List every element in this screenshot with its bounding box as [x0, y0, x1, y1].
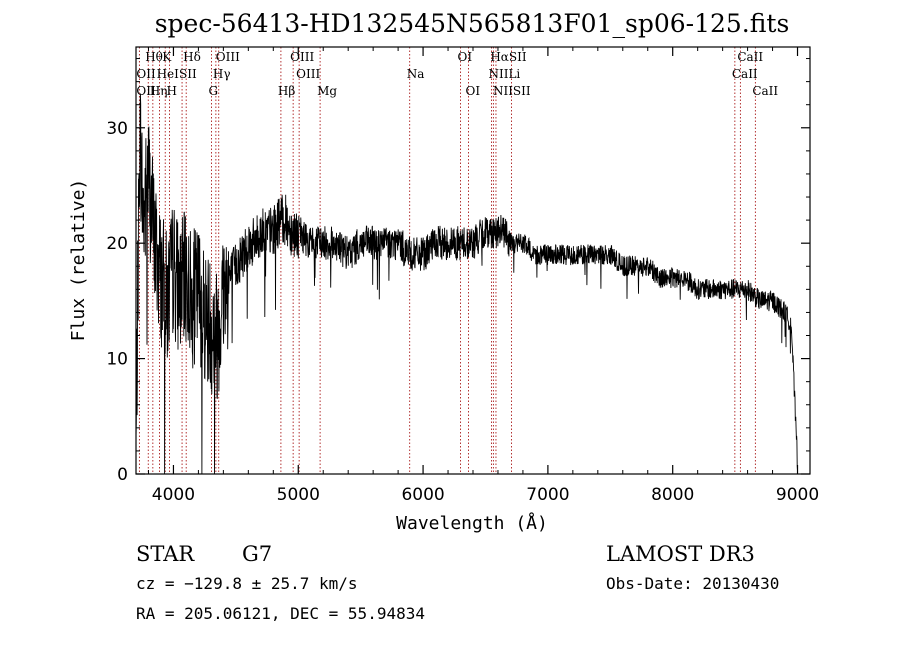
x-tick-label: 9000 — [776, 485, 819, 505]
coordinates: RA = 205.06121, DEC = 55.94834 — [136, 604, 425, 623]
y-tick-label: 30 — [106, 119, 128, 139]
x-tick-label: 6000 — [401, 485, 444, 505]
line-label: HeI — [157, 67, 180, 81]
line-label: NIISII — [493, 84, 531, 98]
x-axis-ticks: 4000 5000 6000 7000 8000 9000 — [147, 47, 819, 505]
line-label: H — [166, 84, 176, 98]
line-label: OIII — [290, 50, 314, 64]
y-axis-ticks: 0 10 20 30 — [106, 58, 810, 485]
line-label: CaII — [752, 84, 778, 98]
x-axis-label: Wavelength (Å) — [396, 512, 548, 534]
line-label: Na — [407, 67, 425, 81]
spectrum-series — [135, 93, 798, 475]
line-label: OI — [458, 50, 473, 64]
x-tick-label: 8000 — [651, 485, 694, 505]
y-tick-label: 0 — [117, 465, 128, 485]
x-tick-label: 7000 — [526, 485, 569, 505]
y-tick-label: 10 — [106, 350, 128, 370]
line-label: HαSII — [490, 50, 527, 64]
line-label: OII — [136, 84, 156, 98]
line-label: G — [209, 84, 219, 98]
x-tick-label: 5000 — [277, 485, 320, 505]
survey-name: LAMOST DR3 — [606, 542, 755, 566]
redshift-text: cz = −129.8 ± 25.7 km/s — [136, 574, 358, 593]
line-label: Li — [508, 67, 520, 81]
x-tick-label: 4000 — [152, 485, 195, 505]
line-label: Mg — [317, 84, 337, 98]
line-label: Hδ — [183, 50, 201, 64]
line-label: Hγ — [213, 67, 231, 81]
y-axis-label: Flux (relative) — [68, 179, 89, 342]
line-label: Hθ — [145, 50, 163, 64]
line-label: K — [162, 50, 172, 64]
line-label: Hβ — [278, 84, 295, 98]
line-label: OIII — [296, 67, 320, 81]
spectral-line-labels: Hθ K Hδ OIII OIII OI HαSII CaII OII HeI SII Hγ OIII N… — [136, 50, 778, 98]
line-label: OI — [466, 84, 481, 98]
spectrum-line — [135, 93, 798, 475]
line-label: OIII — [216, 50, 240, 64]
chart-title: spec-56413-HD132545N565813F01_sp06-125.f… — [155, 9, 790, 38]
line-label: NII — [488, 67, 508, 81]
subclass: G7 — [242, 542, 272, 566]
object-class: STAR — [136, 542, 195, 566]
obs-date: Obs-Date: 20130430 — [606, 574, 779, 593]
y-tick-label: 20 — [106, 234, 128, 254]
line-label: CaII — [737, 50, 763, 64]
line-label: CaII — [732, 67, 758, 81]
line-label: SII — [179, 67, 197, 81]
line-label: OII — [136, 67, 156, 81]
line-label: Hη — [150, 84, 168, 98]
